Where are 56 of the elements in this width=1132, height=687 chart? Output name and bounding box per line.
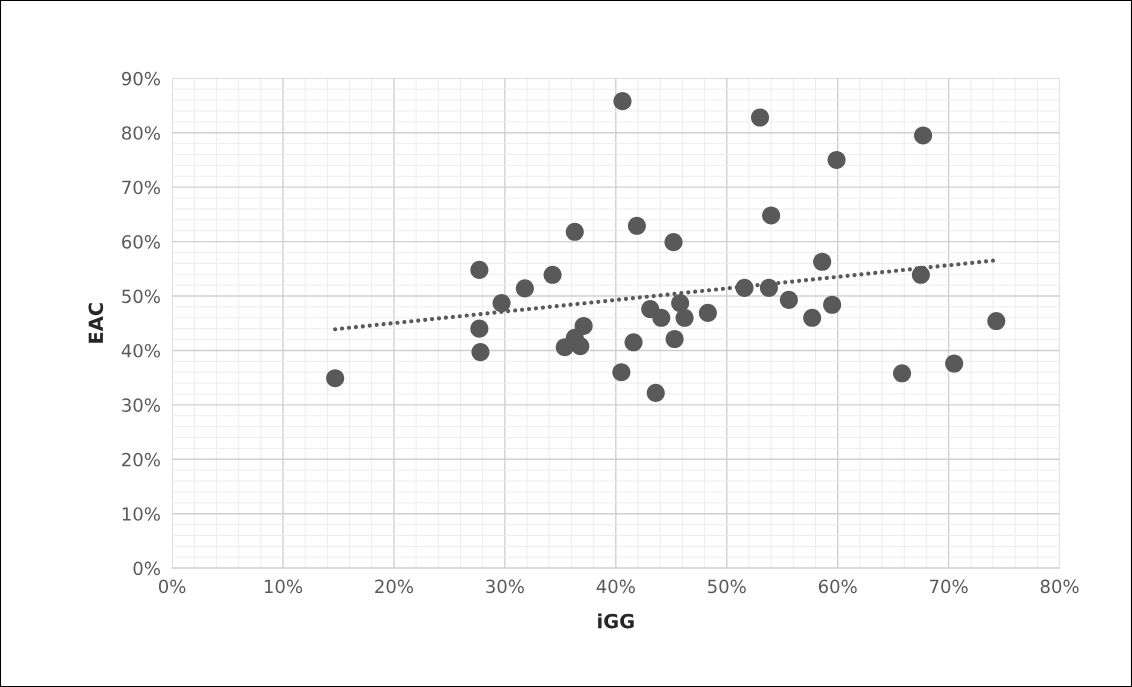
x-tick-label: 70% [930, 579, 968, 594]
point [827, 150, 846, 170]
point [471, 343, 490, 362]
point [813, 252, 832, 271]
point [759, 278, 778, 297]
point [624, 333, 643, 352]
y-tick-label: 90% [121, 71, 160, 86]
point [627, 216, 646, 235]
x-tick-label: 30% [486, 579, 524, 594]
point [612, 363, 631, 382]
x-tick-label: 40% [596, 579, 635, 594]
x-tick-label: 60% [818, 579, 857, 594]
point [664, 233, 683, 252]
point [803, 308, 822, 327]
y-tick-label: 60% [122, 235, 160, 249]
point [750, 108, 770, 127]
point [515, 279, 534, 298]
point [779, 290, 798, 309]
point [823, 295, 842, 314]
y-axis-title: EAC [88, 303, 104, 343]
x-tick-label: 10% [264, 579, 303, 594]
point [945, 354, 964, 373]
point [762, 206, 781, 225]
x-axis-title: iGG [598, 613, 634, 629]
point [665, 329, 684, 349]
x-tick-label: 0% [158, 579, 186, 594]
point [565, 222, 584, 241]
y-tick-label: 30% [122, 398, 160, 412]
point [914, 126, 933, 145]
point [675, 308, 694, 327]
y-tick-label: 50% [122, 289, 160, 304]
point [698, 303, 717, 322]
x-tick-label: 80% [1040, 579, 1079, 594]
point [613, 92, 632, 111]
point [652, 308, 671, 327]
point [571, 337, 590, 356]
point [987, 312, 1006, 331]
y-tick-label: 10% [122, 507, 160, 521]
point [892, 364, 912, 383]
point [671, 294, 690, 313]
y-tick-label: 70% [122, 180, 160, 195]
x-tick-label: 20% [375, 579, 414, 594]
point [911, 265, 930, 284]
point [735, 278, 754, 297]
y-tick-label: 20% [122, 452, 160, 467]
point [470, 260, 489, 279]
x-tick-label: 50% [708, 579, 746, 594]
point [326, 369, 345, 388]
y-tick-label: 40% [121, 343, 160, 358]
y-tick-label: 0% [133, 561, 160, 576]
point [492, 294, 511, 313]
point [470, 319, 489, 338]
point [555, 338, 574, 357]
point [646, 383, 665, 402]
y-tick-label: 80% [122, 126, 160, 140]
point [543, 265, 562, 284]
